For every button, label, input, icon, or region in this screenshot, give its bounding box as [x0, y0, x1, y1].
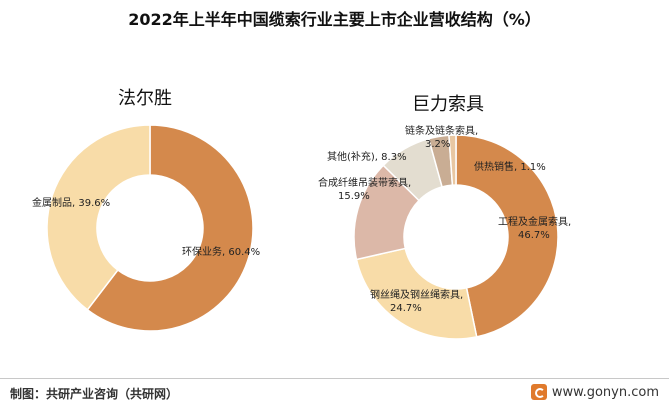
footer-source: 制图：共研产业咨询（共研网） — [10, 387, 179, 401]
subtitle-falsheng: 法尔胜 — [118, 88, 172, 109]
slice-1-0 — [455, 134, 559, 338]
footer-site: www.gonyn.com — [530, 384, 659, 400]
data-label-1-1: 钢丝绳及钢丝绳索具, 24.7% — [370, 288, 463, 314]
gonyn-logo-icon — [530, 384, 547, 400]
footer-divider — [0, 378, 669, 379]
data-label-1-3: 其他(补充), 8.3% — [327, 150, 407, 163]
slice-1-1 — [355, 247, 478, 340]
footer-site-text: www.gonyn.com — [551, 384, 659, 400]
data-label-0-0: 环保业务, 60.4% — [182, 245, 260, 258]
data-label-0-1: 金属制品, 39.6% — [32, 196, 110, 209]
data-label-1-2: 合成纤维吊装带索具, 15.9% — [318, 176, 411, 202]
slice-0-0 — [86, 124, 254, 332]
chart-title: 2022年上半年中国缆索行业主要上市企业营收结构（%） — [128, 10, 541, 29]
subtitle-julisuoju: 巨力索具 — [412, 94, 484, 115]
data-label-1-0: 工程及金属索具, 46.7% — [498, 215, 571, 241]
data-label-1-5: 供热销售, 1.1% — [474, 160, 546, 173]
slice-1-5 — [448, 134, 457, 186]
slice-0-1 — [46, 124, 151, 311]
data-label-1-4: 链条及链条索具, 3.2% — [405, 124, 478, 150]
